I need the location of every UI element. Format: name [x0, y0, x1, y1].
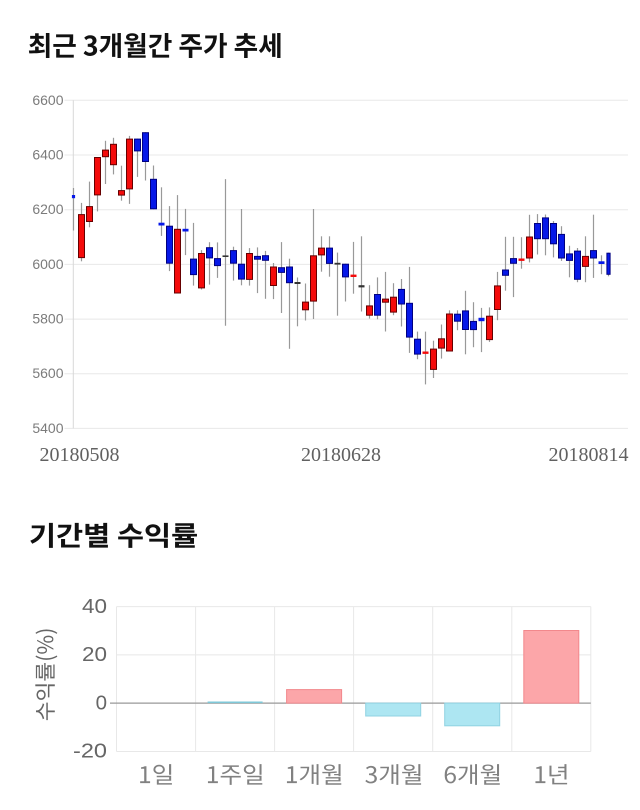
svg-text:5800: 5800: [32, 311, 63, 327]
svg-text:6200: 6200: [32, 201, 63, 217]
svg-text:20180508: 20180508: [40, 444, 120, 466]
svg-text:20180628: 20180628: [301, 444, 381, 466]
svg-text:6400: 6400: [32, 147, 63, 163]
svg-text:20180814: 20180814: [549, 444, 629, 466]
svg-text:5600: 5600: [32, 365, 63, 381]
svg-text:6000: 6000: [32, 256, 63, 272]
svg-text:5400: 5400: [32, 420, 63, 436]
svg-text:40: 40: [82, 595, 107, 618]
svg-text:0: 0: [96, 691, 107, 714]
svg-text:6600: 6600: [32, 92, 63, 108]
svg-text:-20: -20: [73, 740, 107, 763]
svg-text:20: 20: [82, 643, 107, 666]
